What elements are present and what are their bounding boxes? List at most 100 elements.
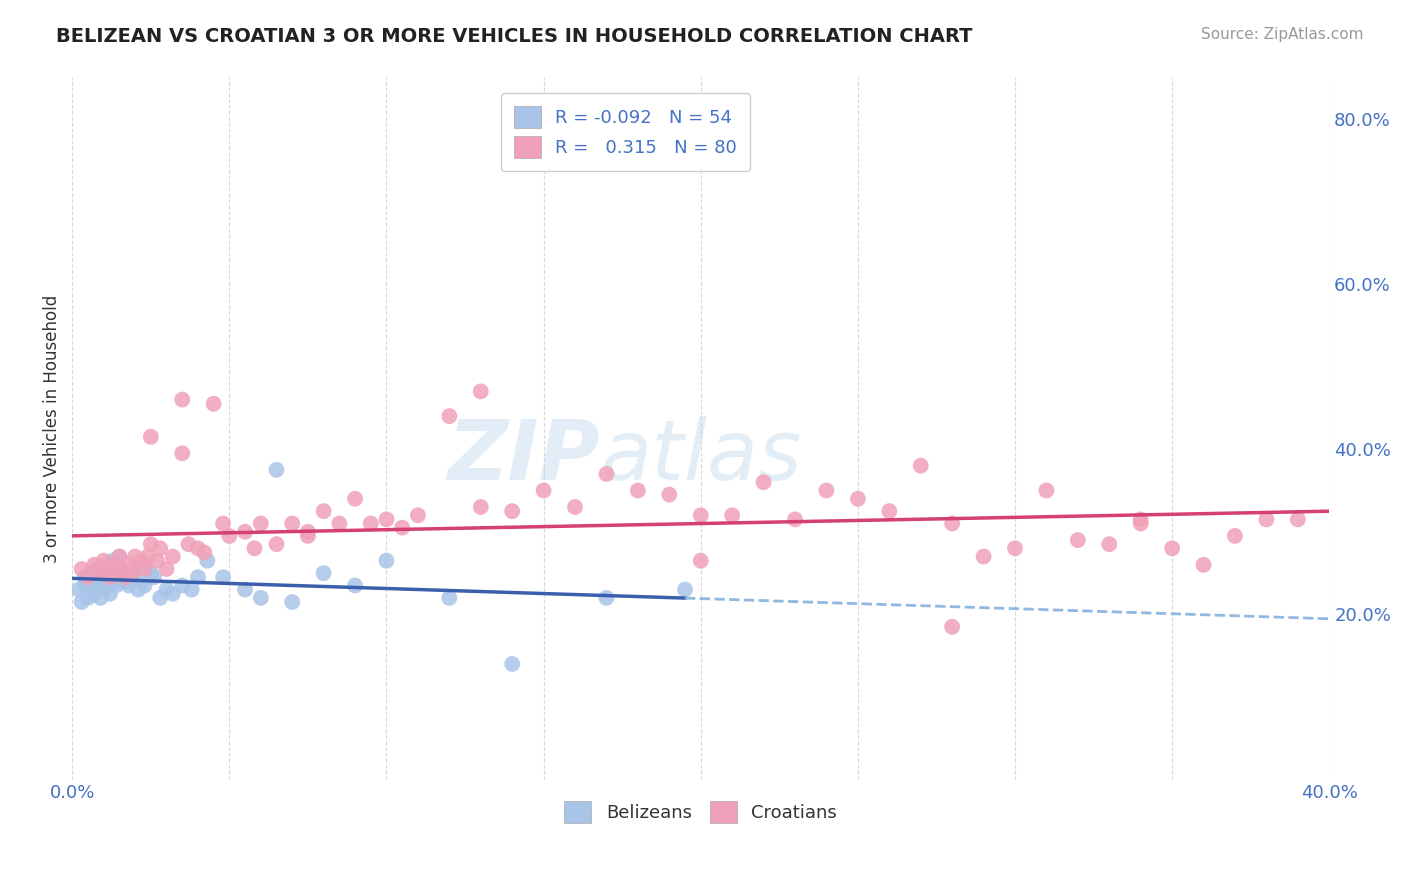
Point (177, 537, 200, 551)
Point (86, 582, 108, 597)
Point (83, 558, 105, 572)
Point (149, 541, 172, 556)
Point (281, 595, 304, 609)
Point (139, 537, 162, 551)
Point (124, 549, 146, 564)
Point (243, 541, 266, 556)
Point (406, 508, 429, 523)
Point (879, 504, 901, 518)
Point (218, 529, 240, 543)
Point (595, 591, 617, 605)
Point (98, 587, 121, 601)
Point (118, 578, 141, 592)
Point (162, 549, 184, 564)
Point (1004, 541, 1026, 556)
Point (1223, 529, 1246, 543)
Point (233, 582, 256, 597)
Point (149, 591, 172, 605)
Point (77, 570, 100, 584)
Point (96, 558, 118, 572)
Point (172, 578, 194, 592)
Point (101, 558, 124, 572)
Point (1129, 516, 1152, 531)
Point (941, 516, 963, 531)
Point (312, 504, 335, 518)
Point (89, 591, 111, 605)
Point (134, 578, 156, 592)
Point (98, 570, 121, 584)
Point (108, 549, 131, 564)
Point (1098, 537, 1121, 551)
Point (124, 562, 146, 576)
Point (111, 566, 134, 580)
Point (108, 562, 131, 576)
Point (121, 566, 143, 580)
Point (783, 512, 806, 526)
Point (658, 487, 681, 501)
Point (114, 570, 136, 584)
Point (1192, 558, 1215, 572)
Text: atlas: atlas (600, 416, 801, 497)
Point (86, 562, 108, 576)
Point (375, 554, 398, 568)
Point (233, 524, 256, 539)
Point (136, 549, 159, 564)
Point (193, 545, 215, 559)
Y-axis label: 3 or more Vehicles in Household: 3 or more Vehicles in Household (44, 294, 60, 563)
Point (312, 566, 335, 580)
Point (249, 591, 271, 605)
Point (70, 562, 93, 576)
Point (73, 570, 96, 584)
Point (77, 591, 100, 605)
Point (83, 587, 105, 601)
Point (281, 516, 304, 531)
Point (328, 516, 350, 531)
Point (105, 566, 128, 580)
Point (96, 578, 118, 592)
Point (86, 562, 108, 576)
Point (501, 504, 523, 518)
Point (121, 570, 143, 584)
Point (721, 508, 744, 523)
Point (70, 595, 93, 609)
Point (533, 483, 555, 498)
Point (627, 483, 650, 498)
Point (689, 508, 711, 523)
Point (195, 554, 218, 568)
Point (111, 562, 134, 576)
Point (344, 578, 367, 592)
Point (815, 483, 838, 498)
Point (89, 574, 111, 589)
Point (134, 562, 156, 576)
Point (910, 458, 932, 473)
Point (155, 582, 177, 597)
Point (1256, 512, 1278, 526)
Point (212, 516, 235, 531)
Legend: Belizeans, Croatians: Belizeans, Croatians (554, 790, 848, 834)
Point (973, 549, 995, 564)
Point (73, 578, 96, 592)
Point (1286, 512, 1309, 526)
Point (118, 558, 141, 572)
Point (93, 554, 115, 568)
Point (83, 570, 105, 584)
Text: BELIZEAN VS CROATIAN 3 OR MORE VEHICLES IN HOUSEHOLD CORRELATION CHART: BELIZEAN VS CROATIAN 3 OR MORE VEHICLES … (56, 27, 973, 45)
Point (439, 591, 461, 605)
Point (344, 491, 367, 506)
Point (470, 384, 492, 399)
Point (846, 491, 869, 506)
Point (172, 446, 194, 460)
Point (80, 578, 103, 592)
Point (752, 475, 775, 490)
Point (673, 582, 696, 597)
Point (67, 582, 90, 597)
Point (146, 554, 169, 568)
Point (131, 554, 153, 568)
Point (501, 657, 523, 671)
Point (1161, 541, 1184, 556)
Point (564, 500, 586, 514)
Point (391, 521, 413, 535)
Point (187, 570, 209, 584)
Point (187, 541, 209, 556)
Point (131, 574, 153, 589)
